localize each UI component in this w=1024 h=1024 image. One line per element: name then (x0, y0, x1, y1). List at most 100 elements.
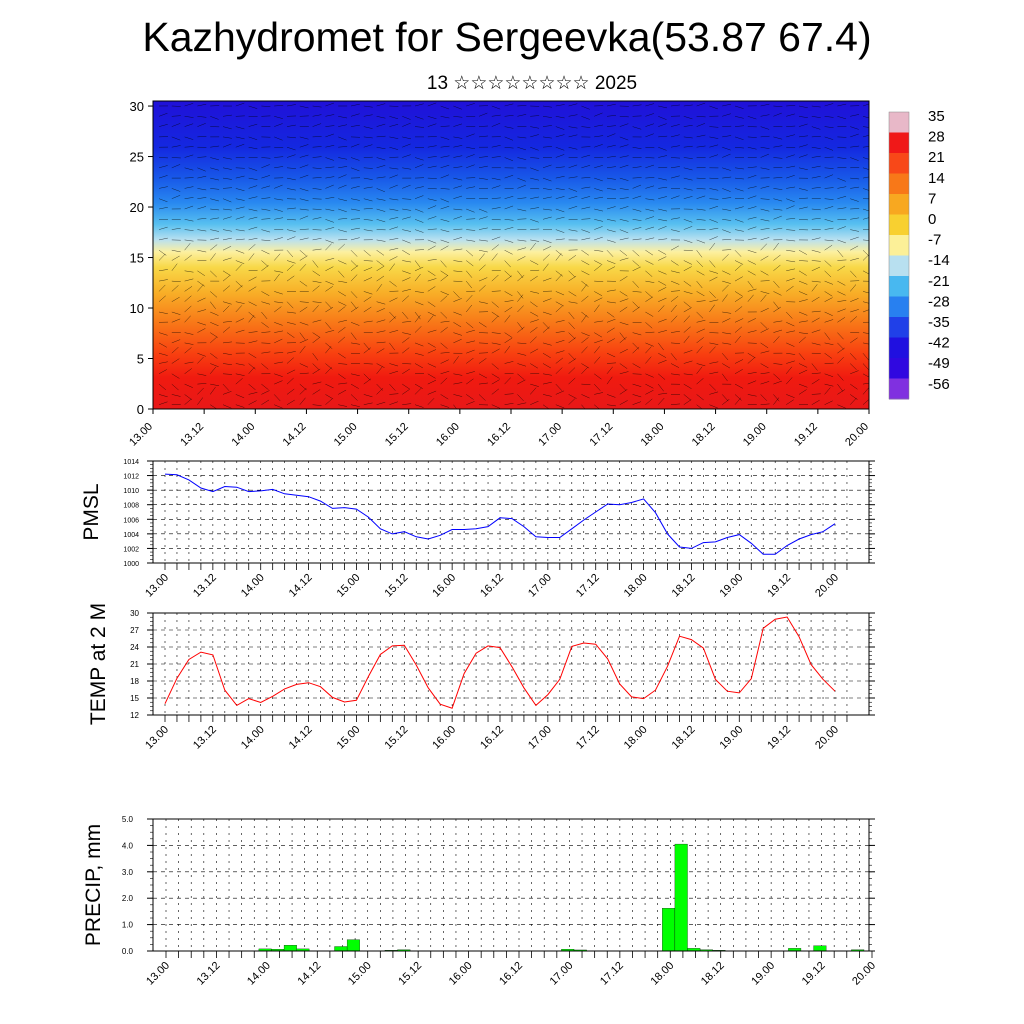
wind-barb (696, 270, 705, 276)
wind-barb (824, 187, 834, 189)
wind-barb (261, 363, 269, 370)
wind-barb (338, 280, 348, 283)
wind-barb (542, 125, 552, 127)
wind-barb (722, 197, 732, 199)
wind-barb (325, 239, 334, 244)
wind-barb (581, 363, 590, 369)
wind-barb (581, 314, 587, 323)
wind-barb (606, 266, 616, 272)
wind-barb (427, 390, 437, 395)
wind-barb (798, 154, 808, 158)
wind-barb (722, 280, 731, 284)
wind-barb (402, 122, 411, 127)
colorbar-label: -7 (928, 232, 941, 249)
wind-barb (491, 185, 501, 189)
wind-barb (555, 305, 563, 313)
wind-barb (209, 386, 216, 395)
wind-barb (670, 270, 680, 274)
wind-barb (210, 229, 220, 232)
wind-barb (811, 176, 821, 179)
wind-barb (798, 383, 808, 388)
wind-barb (530, 311, 539, 317)
wind-barb (325, 346, 332, 354)
wind-barb (734, 326, 743, 333)
wind-barb (862, 217, 869, 220)
wind-barb (440, 270, 449, 276)
wind-barb (517, 197, 527, 199)
wind-barb (747, 288, 757, 292)
wind-barb (581, 394, 590, 399)
wind-barb (530, 207, 540, 210)
wind-barb (440, 260, 447, 268)
wind-barb (478, 253, 485, 261)
wind-barb (850, 284, 857, 292)
wind-barb (721, 294, 728, 302)
wind-barb (389, 297, 398, 302)
wind-barb (862, 188, 869, 191)
wind-barb (696, 239, 706, 244)
wind-barb (338, 373, 346, 380)
wind-barb (286, 388, 295, 395)
y-tick-label: 1008 (123, 503, 139, 510)
precip-bar (662, 908, 676, 952)
wind-barb (376, 116, 386, 119)
wind-barb (734, 291, 743, 297)
wind-barb (709, 291, 716, 298)
wind-barb (850, 236, 859, 241)
wind-barb (581, 177, 591, 179)
wind-barb (709, 342, 719, 345)
wind-barb (248, 331, 258, 333)
wind-barb (299, 250, 307, 257)
wind-barb (606, 144, 616, 148)
wind-barb (235, 126, 245, 130)
wind-barb (453, 116, 463, 118)
wind-barb (248, 286, 257, 292)
wind-barb (197, 280, 205, 287)
wind-barb (158, 352, 168, 356)
wind-barb (568, 164, 578, 169)
wind-barb (376, 176, 386, 179)
wind-barb (338, 260, 347, 265)
wind-barb (261, 291, 270, 296)
wind-barb (376, 208, 386, 212)
wind-barb (440, 198, 450, 203)
wind-barb (658, 270, 667, 275)
x-tick-label: 20.00 (813, 572, 841, 600)
x-tick-label: 17.00 (526, 572, 554, 600)
page-subtitle: 13 ☆☆☆☆☆☆☆☆ 2025 (426, 73, 638, 94)
wind-barb (530, 228, 540, 230)
wind-barb (734, 296, 743, 302)
x-tick-label: 19.00 (717, 572, 745, 600)
wind-barb (542, 394, 552, 397)
wind-barb (862, 254, 869, 261)
precip-bars (258, 843, 865, 952)
wind-barb (722, 254, 729, 261)
wind-barb (466, 186, 476, 189)
wind-barb (286, 219, 296, 221)
wind-barb (683, 239, 693, 243)
wind-barb (222, 246, 232, 251)
wind-barb (645, 270, 653, 277)
wind-barb (210, 332, 218, 338)
x-tick-label: 19.00 (717, 724, 745, 752)
wind-barb (734, 264, 742, 271)
x-tick-label: 19.12 (800, 960, 828, 988)
wind-barb (427, 228, 437, 230)
wind-barb (798, 197, 808, 199)
x-tick-label: 19.12 (792, 421, 820, 449)
wind-barb (248, 340, 258, 344)
wind-barb (530, 291, 540, 294)
wind-barb (222, 157, 232, 160)
wind-barb (811, 136, 821, 138)
wind-barb (555, 126, 565, 130)
wind-barb (197, 397, 204, 405)
x-tick-label: 16.00 (430, 572, 458, 600)
wind-barb (350, 383, 359, 389)
wind-barb (286, 311, 296, 314)
wind-barb (376, 387, 384, 395)
wind-barb (414, 273, 421, 282)
wind-barb (171, 346, 179, 354)
wind-barb (504, 174, 514, 179)
wind-barb (747, 357, 755, 364)
wind-barb (530, 387, 537, 395)
